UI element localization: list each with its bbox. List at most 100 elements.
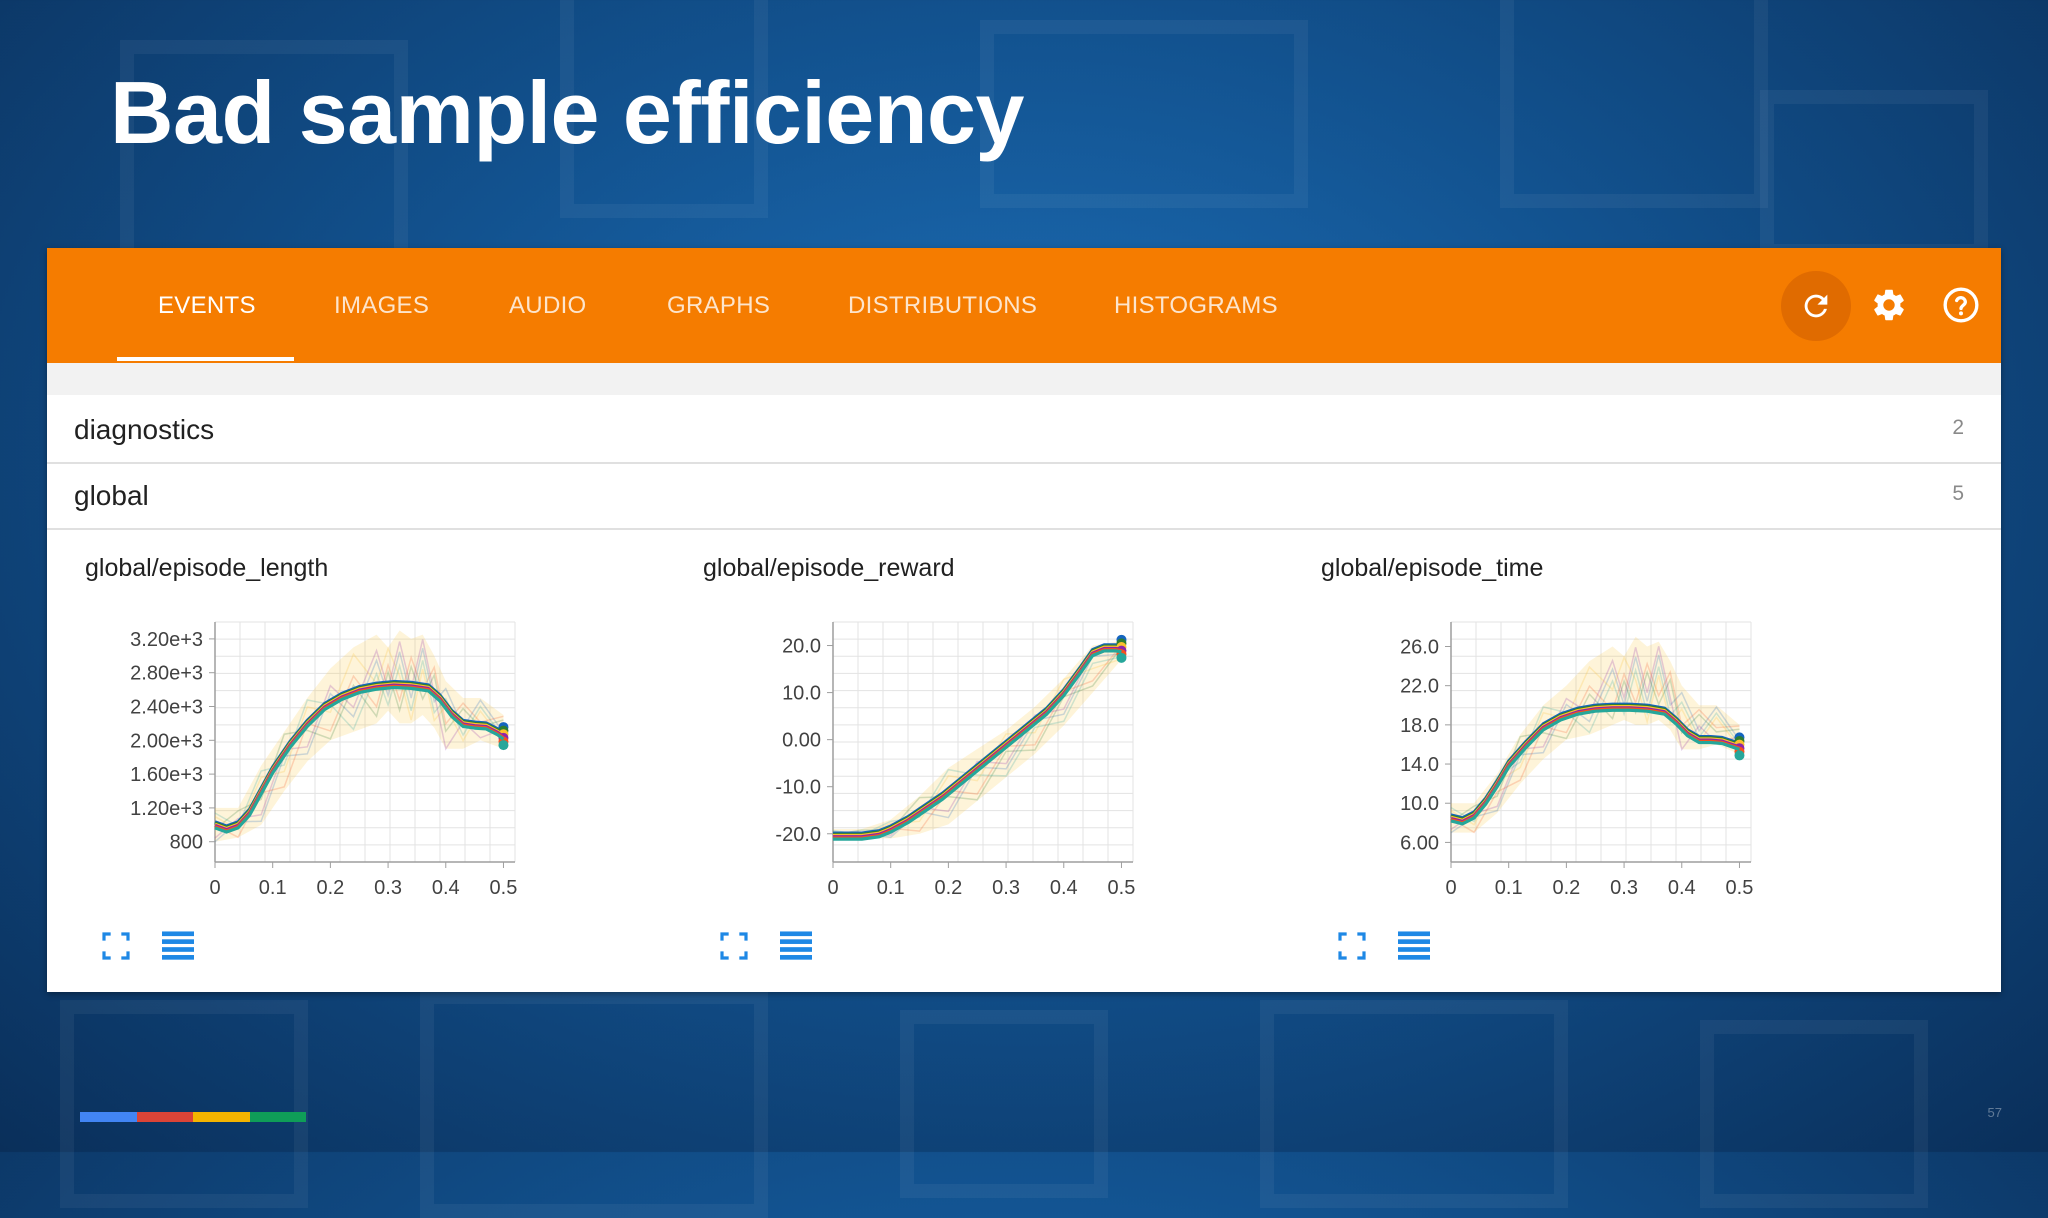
help-button[interactable]: [1933, 277, 1989, 333]
raw-series-line: [832, 650, 1122, 839]
brand-color-bar: [80, 1112, 306, 1122]
y-tick-label: 0.00: [782, 730, 821, 752]
chart-card-episode-reward: global/episode_reward -20.0 -10.0 0.00 10.0…: [703, 554, 1303, 984]
category-diagnostics[interactable]: diagnostics 2: [47, 398, 2001, 464]
toolbar: EVENTS IMAGES AUDIO GRAPHS DISTRIBUTIONS…: [47, 248, 2001, 363]
x-tick-label: 0.5: [1726, 877, 1754, 899]
data-table-icon: [162, 931, 194, 960]
fullscreen-button[interactable]: [100, 930, 140, 966]
chart-episode-time[interactable]: 6.00 10.0 14.0 18.0 22.0 26.0 0 0.1 0.2 0.3 0.4 0.5: [1321, 602, 1921, 902]
raw-series-line: [1450, 655, 1741, 826]
y-tick-label: -10.0: [775, 777, 821, 799]
y-tick-label: 2.00e+3: [130, 730, 203, 752]
y-tick-label: 1.60e+3: [130, 764, 203, 786]
toolbar-shadow-strip: [47, 363, 2001, 395]
settings-button[interactable]: [1861, 277, 1917, 333]
y-tick-label: 800: [170, 832, 203, 854]
gear-icon: [1874, 289, 1904, 321]
category-count: 5: [1952, 482, 1964, 505]
y-tick-label: 14.0: [1400, 754, 1439, 776]
fullscreen-icon: [1338, 932, 1366, 960]
refresh-icon: [1804, 294, 1828, 318]
y-tick-label: 26.0: [1400, 636, 1439, 658]
brand-stripe-blue: [80, 1112, 137, 1122]
raw-series-line: [1450, 661, 1740, 834]
x-tick-label: 0: [1445, 877, 1456, 899]
x-tick-label: 0.1: [877, 877, 905, 899]
x-tick-label: 0.1: [259, 877, 287, 899]
y-tick-label: 10.0: [782, 683, 821, 705]
data-table-button[interactable]: [160, 930, 200, 966]
raw-series-line: [1450, 646, 1740, 831]
brand-stripe-green: [249, 1112, 306, 1122]
smoothed-series-line: [1450, 708, 1740, 826]
raw-series-line: [214, 664, 504, 830]
fullscreen-icon: [720, 932, 748, 960]
x-tick-label: 0.3: [1610, 877, 1638, 899]
y-tick-label: -20.0: [775, 824, 821, 846]
data-table-button[interactable]: [778, 930, 818, 966]
tab-histograms[interactable]: HISTOGRAMS: [1114, 292, 1278, 319]
brand-stripe-yellow: [193, 1112, 250, 1122]
y-tick-label: 22.0: [1400, 676, 1439, 698]
y-tick-label: 6.00: [1400, 832, 1439, 854]
x-tick-label: 0: [209, 877, 220, 899]
page-number: 57: [1987, 1105, 2002, 1120]
y-tick-label: 20.0: [782, 636, 821, 658]
active-tab-indicator: [117, 357, 294, 361]
raw-data-band: [215, 630, 504, 842]
x-tick-label: 0.4: [432, 877, 460, 899]
fullscreen-icon: [102, 932, 130, 960]
raw-data-band: [1451, 636, 1740, 833]
chart-title: global/episode_time: [1321, 554, 1544, 582]
raw-series-line: [832, 656, 1122, 836]
brand-stripe-red: [136, 1112, 193, 1122]
category-global[interactable]: global 5: [47, 464, 2001, 530]
slide-title: Bad sample efficiency: [110, 63, 1024, 162]
chart-episode-length[interactable]: 800 1.20e+3 1.60e+3 2.00e+3 2.40e+3 2.80e+3 3.…: [85, 602, 685, 902]
chart-title: global/episode_reward: [703, 554, 955, 582]
tab-images[interactable]: IMAGES: [334, 292, 430, 319]
chart-card-episode-length: global/episode_length 800 1.20e+3 1.60e+3 2…: [85, 554, 685, 984]
y-tick-label: 10.0: [1400, 793, 1439, 815]
smoothed-series-line: [214, 685, 505, 834]
tab-graphs[interactable]: GRAPHS: [667, 292, 771, 319]
smoothed-series-line: [833, 649, 1122, 841]
tab-audio[interactable]: AUDIO: [509, 292, 587, 319]
y-tick-label: 1.20e+3: [130, 798, 203, 820]
series-endpoint: [1734, 750, 1745, 761]
x-tick-label: 0.4: [1050, 877, 1078, 899]
category-label: diagnostics: [74, 414, 215, 445]
refresh-button[interactable]: [1781, 271, 1851, 341]
x-tick-label: 0.3: [374, 877, 402, 899]
raw-data-band: [833, 640, 1122, 839]
x-tick-label: 0: [827, 877, 838, 899]
y-tick-label: 3.20e+3: [130, 629, 203, 651]
x-tick-label: 0.3: [992, 877, 1020, 899]
x-tick-label: 0.5: [490, 877, 518, 899]
series-endpoint: [1116, 652, 1127, 663]
y-tick-label: 18.0: [1400, 715, 1439, 737]
raw-series-line: [1450, 666, 1741, 823]
y-tick-label: 2.80e+3: [130, 663, 203, 685]
fullscreen-button[interactable]: [718, 930, 758, 966]
help-icon: [1943, 287, 1979, 323]
data-table-icon: [780, 931, 812, 960]
x-tick-label: 0.2: [316, 877, 344, 899]
data-table-icon: [1398, 931, 1430, 960]
y-tick-label: 2.40e+3: [130, 697, 203, 719]
chart-card-episode-time: global/episode_time 6.00 10.0 14.0 18.0 22.0…: [1321, 554, 1921, 984]
tab-distributions[interactable]: DISTRIBUTIONS: [848, 292, 1038, 319]
chart-episode-reward[interactable]: -20.0 -10.0 0.00 10.0 20.0 0 0.1 0.2 0.3 0.4 0.5: [703, 602, 1303, 902]
category-count: 2: [1952, 416, 1964, 439]
tensorboard-window: EVENTS IMAGES AUDIO GRAPHS DISTRIBUTIONS…: [47, 248, 2001, 992]
x-tick-label: 0.5: [1108, 877, 1136, 899]
data-table-button[interactable]: [1396, 930, 1436, 966]
fullscreen-button[interactable]: [1336, 930, 1376, 966]
x-tick-label: 0.2: [934, 877, 962, 899]
category-label: global: [74, 480, 149, 511]
x-tick-label: 0.4: [1668, 877, 1696, 899]
tab-events[interactable]: EVENTS: [158, 292, 256, 319]
x-tick-label: 0.2: [1552, 877, 1580, 899]
series-endpoint: [498, 740, 509, 751]
